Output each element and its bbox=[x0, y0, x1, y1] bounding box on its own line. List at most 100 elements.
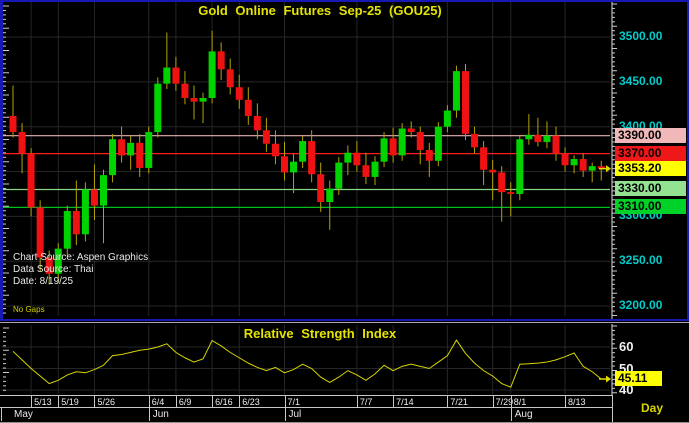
candle-body bbox=[561, 153, 569, 166]
candles bbox=[9, 30, 605, 285]
candle-body bbox=[371, 161, 379, 177]
candle-body bbox=[181, 83, 189, 99]
rsi-gridlines bbox=[1, 325, 610, 394]
candle-body bbox=[353, 152, 361, 166]
candle-body bbox=[145, 132, 153, 168]
week-tick-mark bbox=[239, 396, 241, 407]
main-plot-svg[interactable] bbox=[0, 0, 689, 319]
rsi-value-chip: 45.11 bbox=[615, 371, 662, 386]
candle-body bbox=[308, 141, 316, 175]
candle-body bbox=[489, 169, 497, 173]
week-tick-mark bbox=[565, 396, 567, 407]
month-boundary-mark bbox=[284, 408, 286, 421]
candle-body bbox=[462, 71, 469, 134]
price-level-chip: 3370.00 bbox=[615, 145, 686, 161]
no-gaps-label: No Gaps bbox=[13, 305, 45, 314]
panel-separator bbox=[0, 322, 689, 323]
day-timeframe-label: Day bbox=[641, 401, 664, 415]
week-tick-label: 5/26 bbox=[97, 397, 115, 407]
x-axis: 5/13 5/19 5/26 6/4 6/9 6/16 6/23 7/1 7/7 7/14 7/21… bbox=[0, 395, 689, 423]
candle-body bbox=[570, 158, 578, 166]
rsi-axis: 60 50 40 45.11 bbox=[612, 324, 689, 397]
candle-body bbox=[480, 147, 488, 170]
candle-body bbox=[579, 158, 587, 171]
candle-body bbox=[407, 128, 415, 133]
candle-body bbox=[235, 87, 243, 100]
candle-body bbox=[362, 165, 370, 177]
candle-body bbox=[281, 156, 288, 173]
candle-body bbox=[525, 134, 533, 140]
chart-source-note: Chart Source: Aspen Graphics bbox=[13, 252, 149, 263]
rsi-ruler-ticks bbox=[3, 324, 617, 395]
week-tick-label: 6/9 bbox=[178, 397, 192, 407]
week-tick-mark bbox=[31, 396, 33, 407]
candle-body bbox=[172, 67, 180, 84]
week-tick-mark bbox=[510, 396, 512, 407]
week-tick-mark bbox=[284, 396, 286, 407]
candle-body bbox=[72, 210, 80, 235]
candle-body bbox=[425, 150, 433, 161]
week-tick-mark bbox=[447, 396, 449, 407]
candle-body bbox=[199, 98, 207, 102]
candle-body bbox=[217, 51, 225, 70]
data-source-note: Data Source: Thai bbox=[13, 264, 94, 275]
candle-body bbox=[9, 115, 17, 133]
candle-body bbox=[271, 143, 279, 157]
candle-body bbox=[380, 138, 388, 162]
rsi-plot-svg[interactable] bbox=[0, 324, 689, 395]
price-level-chip: 3353.20 bbox=[615, 160, 686, 176]
week-tick-label: 7/7 bbox=[359, 397, 373, 407]
candle-body bbox=[118, 139, 126, 156]
month-row: May Jun Jul Aug bbox=[0, 408, 613, 421]
chart-title: Gold Online Futures Sep-25 (GOU25) bbox=[198, 3, 442, 18]
week-tick-label: 7/29 bbox=[495, 397, 514, 407]
month-label: Jul bbox=[288, 409, 302, 420]
candle-body bbox=[109, 139, 117, 176]
candle-body bbox=[54, 248, 62, 274]
week-tick-label: 8/13 bbox=[568, 397, 586, 407]
candle-body bbox=[244, 99, 252, 116]
candle-body bbox=[36, 207, 44, 258]
week-tick-label: 6/4 bbox=[151, 397, 165, 407]
price-axis: 3500.003450.003400.003350.003300.003250.… bbox=[612, 0, 689, 321]
candle-body bbox=[63, 210, 71, 249]
candle-body bbox=[443, 110, 451, 127]
candle-body bbox=[27, 153, 35, 208]
date-note: Date: 8/19/25 bbox=[13, 276, 74, 287]
candle-body bbox=[90, 189, 98, 206]
candle-body bbox=[163, 67, 171, 84]
candle-body bbox=[507, 192, 515, 194]
week-tick-mark bbox=[175, 396, 177, 407]
rsi-tick-label: 60 bbox=[619, 339, 634, 354]
candle-body bbox=[552, 135, 560, 154]
month-label: May bbox=[14, 409, 33, 420]
candle-body bbox=[543, 135, 551, 142]
candle-body bbox=[81, 189, 89, 235]
rsi-line bbox=[12, 339, 602, 388]
week-tick-mark bbox=[212, 396, 214, 407]
candle-body bbox=[45, 257, 53, 274]
price-tick-label: 3500.00 bbox=[619, 29, 663, 44]
week-tick-label: 6/23 bbox=[242, 397, 260, 407]
candle-body bbox=[317, 174, 325, 203]
month-label: Jun bbox=[152, 409, 169, 420]
month-boundary-mark bbox=[148, 408, 150, 421]
price-level-chip: 3310.00 bbox=[615, 199, 686, 215]
candle-body bbox=[136, 142, 144, 168]
week-tick-mark bbox=[58, 396, 60, 407]
candle-body bbox=[389, 138, 397, 156]
candle-body bbox=[588, 166, 596, 171]
candle-body bbox=[344, 152, 352, 163]
candle-body bbox=[452, 71, 460, 111]
candle-body bbox=[498, 172, 506, 193]
week-tick-label: 7/14 bbox=[396, 397, 414, 407]
candle-body bbox=[471, 133, 479, 148]
candle-body bbox=[253, 115, 261, 131]
price-tick-label: 3200.00 bbox=[619, 298, 663, 313]
last-price-arrow bbox=[599, 165, 611, 173]
week-tick-mark bbox=[94, 396, 96, 407]
week-tick-label: 5/13 bbox=[34, 397, 52, 407]
candle-body bbox=[434, 126, 442, 161]
week-tick-mark bbox=[393, 396, 395, 407]
